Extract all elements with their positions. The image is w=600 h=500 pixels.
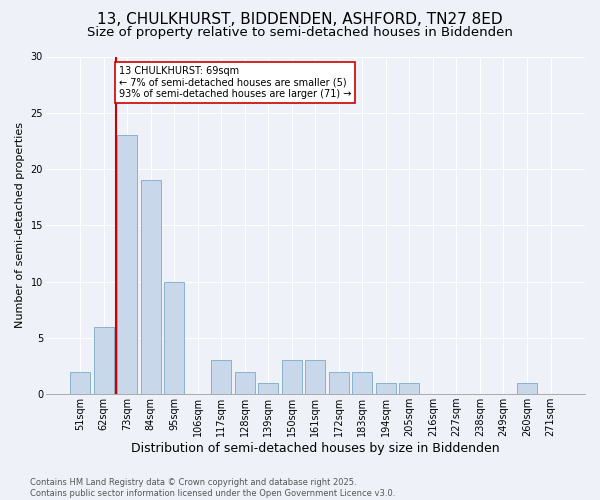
Bar bbox=[235, 372, 255, 394]
Bar bbox=[94, 326, 114, 394]
Bar bbox=[164, 282, 184, 394]
Bar bbox=[376, 383, 396, 394]
Bar bbox=[517, 383, 537, 394]
Bar bbox=[211, 360, 232, 394]
Bar bbox=[118, 136, 137, 394]
Bar bbox=[259, 383, 278, 394]
Bar bbox=[70, 372, 91, 394]
Bar bbox=[305, 360, 325, 394]
Bar bbox=[352, 372, 373, 394]
Bar bbox=[282, 360, 302, 394]
Bar bbox=[329, 372, 349, 394]
Text: Contains HM Land Registry data © Crown copyright and database right 2025.
Contai: Contains HM Land Registry data © Crown c… bbox=[30, 478, 395, 498]
Text: 13, CHULKHURST, BIDDENDEN, ASHFORD, TN27 8ED: 13, CHULKHURST, BIDDENDEN, ASHFORD, TN27… bbox=[97, 12, 503, 28]
Y-axis label: Number of semi-detached properties: Number of semi-detached properties bbox=[15, 122, 25, 328]
Text: Size of property relative to semi-detached houses in Biddenden: Size of property relative to semi-detach… bbox=[87, 26, 513, 39]
X-axis label: Distribution of semi-detached houses by size in Biddenden: Distribution of semi-detached houses by … bbox=[131, 442, 500, 455]
Text: 13 CHULKHURST: 69sqm
← 7% of semi-detached houses are smaller (5)
93% of semi-de: 13 CHULKHURST: 69sqm ← 7% of semi-detach… bbox=[119, 66, 352, 98]
Bar bbox=[141, 180, 161, 394]
Bar bbox=[400, 383, 419, 394]
